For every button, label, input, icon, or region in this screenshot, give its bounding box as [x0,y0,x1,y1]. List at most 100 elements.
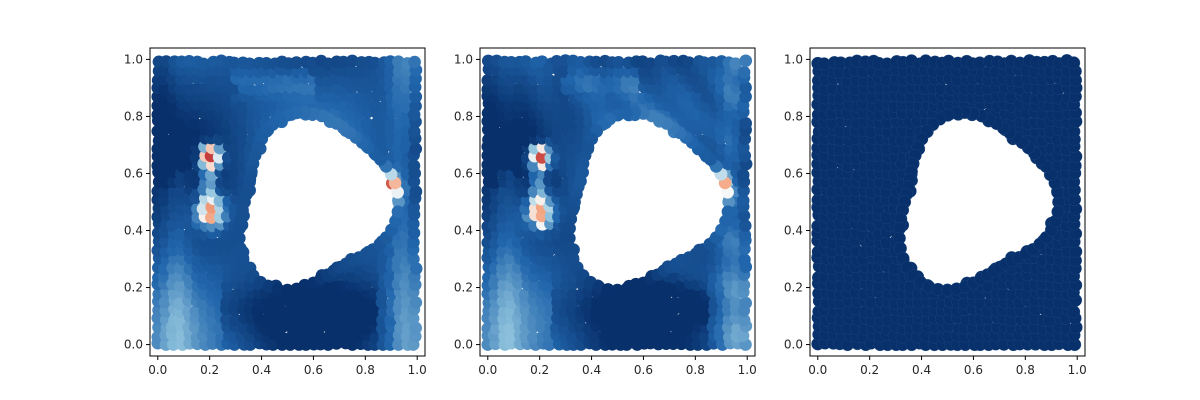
scatter-point [158,82,172,96]
scatter-point [612,65,626,78]
scatter-point [738,219,752,232]
scatter-point [204,168,218,182]
scatter-point [229,313,242,327]
scatter-point [321,90,334,103]
scatter-point [181,125,195,138]
scatter-point [729,57,742,71]
scatter-point [690,90,704,104]
scatter-point [409,296,423,309]
x-tick-label: 0.8 [686,363,705,377]
scatter-point [503,322,516,336]
scatter-point [519,253,533,267]
x-tick-label: 1.0 [1068,363,1087,377]
x-tick-label: 0.6 [634,363,653,377]
scatter-point [737,66,751,79]
scatter-point-boundary [722,195,735,209]
scatter-point [407,159,421,173]
scatter-point [543,74,556,87]
x-tick-label: 0.0 [148,363,167,377]
y-tick-label: 0.4 [454,224,473,238]
scatter-point [729,296,743,309]
scatter-point [166,219,179,232]
scatter-point [504,218,518,232]
scatter-point [667,271,680,284]
scatter-point [158,133,171,146]
scatter-point [535,320,548,333]
scatter-panel-2: 0.0 0.2 0.4 0.6 0.8 1.0 0.0 0.2 0.4 0.6 0.8 1.0 [454,47,757,377]
scatter-point [406,312,420,325]
y-tick-label: 0.0 [454,338,473,352]
scatter-point [383,270,397,284]
scatter-point [1067,56,1081,70]
scatter-point [338,313,351,326]
scatter-points-1 [151,54,423,351]
scatter-point [361,89,374,103]
scatter-point [399,100,412,113]
scatter-point [173,185,187,199]
scatter-point [227,56,241,70]
scatter-point [212,150,226,164]
scatter-point [407,226,421,240]
x-tick-label: 0.0 [478,363,497,377]
scatter-point [736,329,750,343]
scatter-points-3 [811,54,1083,352]
scatter-point [243,83,257,96]
scatter-point [274,330,288,344]
scatter-point [353,311,367,325]
scatter-point [189,117,202,131]
y-tick-label: 0.0 [124,338,143,352]
scatter-point [550,287,564,301]
scatter-point-boundary [564,212,578,226]
y-tick-label: 0.8 [124,109,143,123]
scatter-point [353,65,367,79]
scatter-point [736,168,750,182]
x-tick-label: 0.2 [530,363,549,377]
scatter-point [597,83,610,96]
scatter-point [173,279,187,293]
scatter-point [235,100,249,113]
scatter-point [158,295,172,309]
scatter-point [1067,305,1081,319]
scatter-point [383,64,397,78]
scatter-point [212,90,226,104]
axes-frame-3 [809,47,1086,357]
x-tick-label: 0.8 [356,363,375,377]
scatter-point [738,132,752,146]
scatter-point [519,55,532,68]
scatter-point [408,55,421,69]
scatter-point [605,320,618,334]
scatter-point [235,125,249,138]
scatter-point-boundary [392,195,405,209]
scatter-point [667,54,681,68]
scatter-point-boundary [721,205,735,219]
scatter-point [739,90,752,103]
scatter-point-boundary [391,205,405,219]
y-tick-label: 1.0 [454,52,473,66]
scatter-point [511,99,525,112]
scatter-point-boundary [281,283,294,297]
x-tick-label: 1.0 [738,363,757,377]
y-tick-label: 0.0 [784,338,803,352]
scatter-points-2 [481,54,753,351]
scatter-point [197,57,210,71]
scatter-point [737,278,751,292]
y-tick-label: 1.0 [784,52,803,66]
scatter-point-boundary [564,242,577,255]
scatter-point [503,143,516,156]
y-tick-label: 0.2 [784,281,803,295]
scatter-point [503,74,517,87]
scatter-point-boundary [1051,205,1065,219]
scatter-point [368,56,382,70]
scatter-point [205,211,218,224]
scatter-point [698,330,711,343]
scatter-point [487,176,501,189]
scatter-point [266,338,280,351]
scatter-point [409,99,422,113]
scatter-point [220,313,233,326]
scatter-point [542,244,555,258]
axes-frame-1 [149,47,426,357]
scatter-point [550,132,564,145]
scatter-point [496,262,509,275]
scatter-point [511,160,525,173]
